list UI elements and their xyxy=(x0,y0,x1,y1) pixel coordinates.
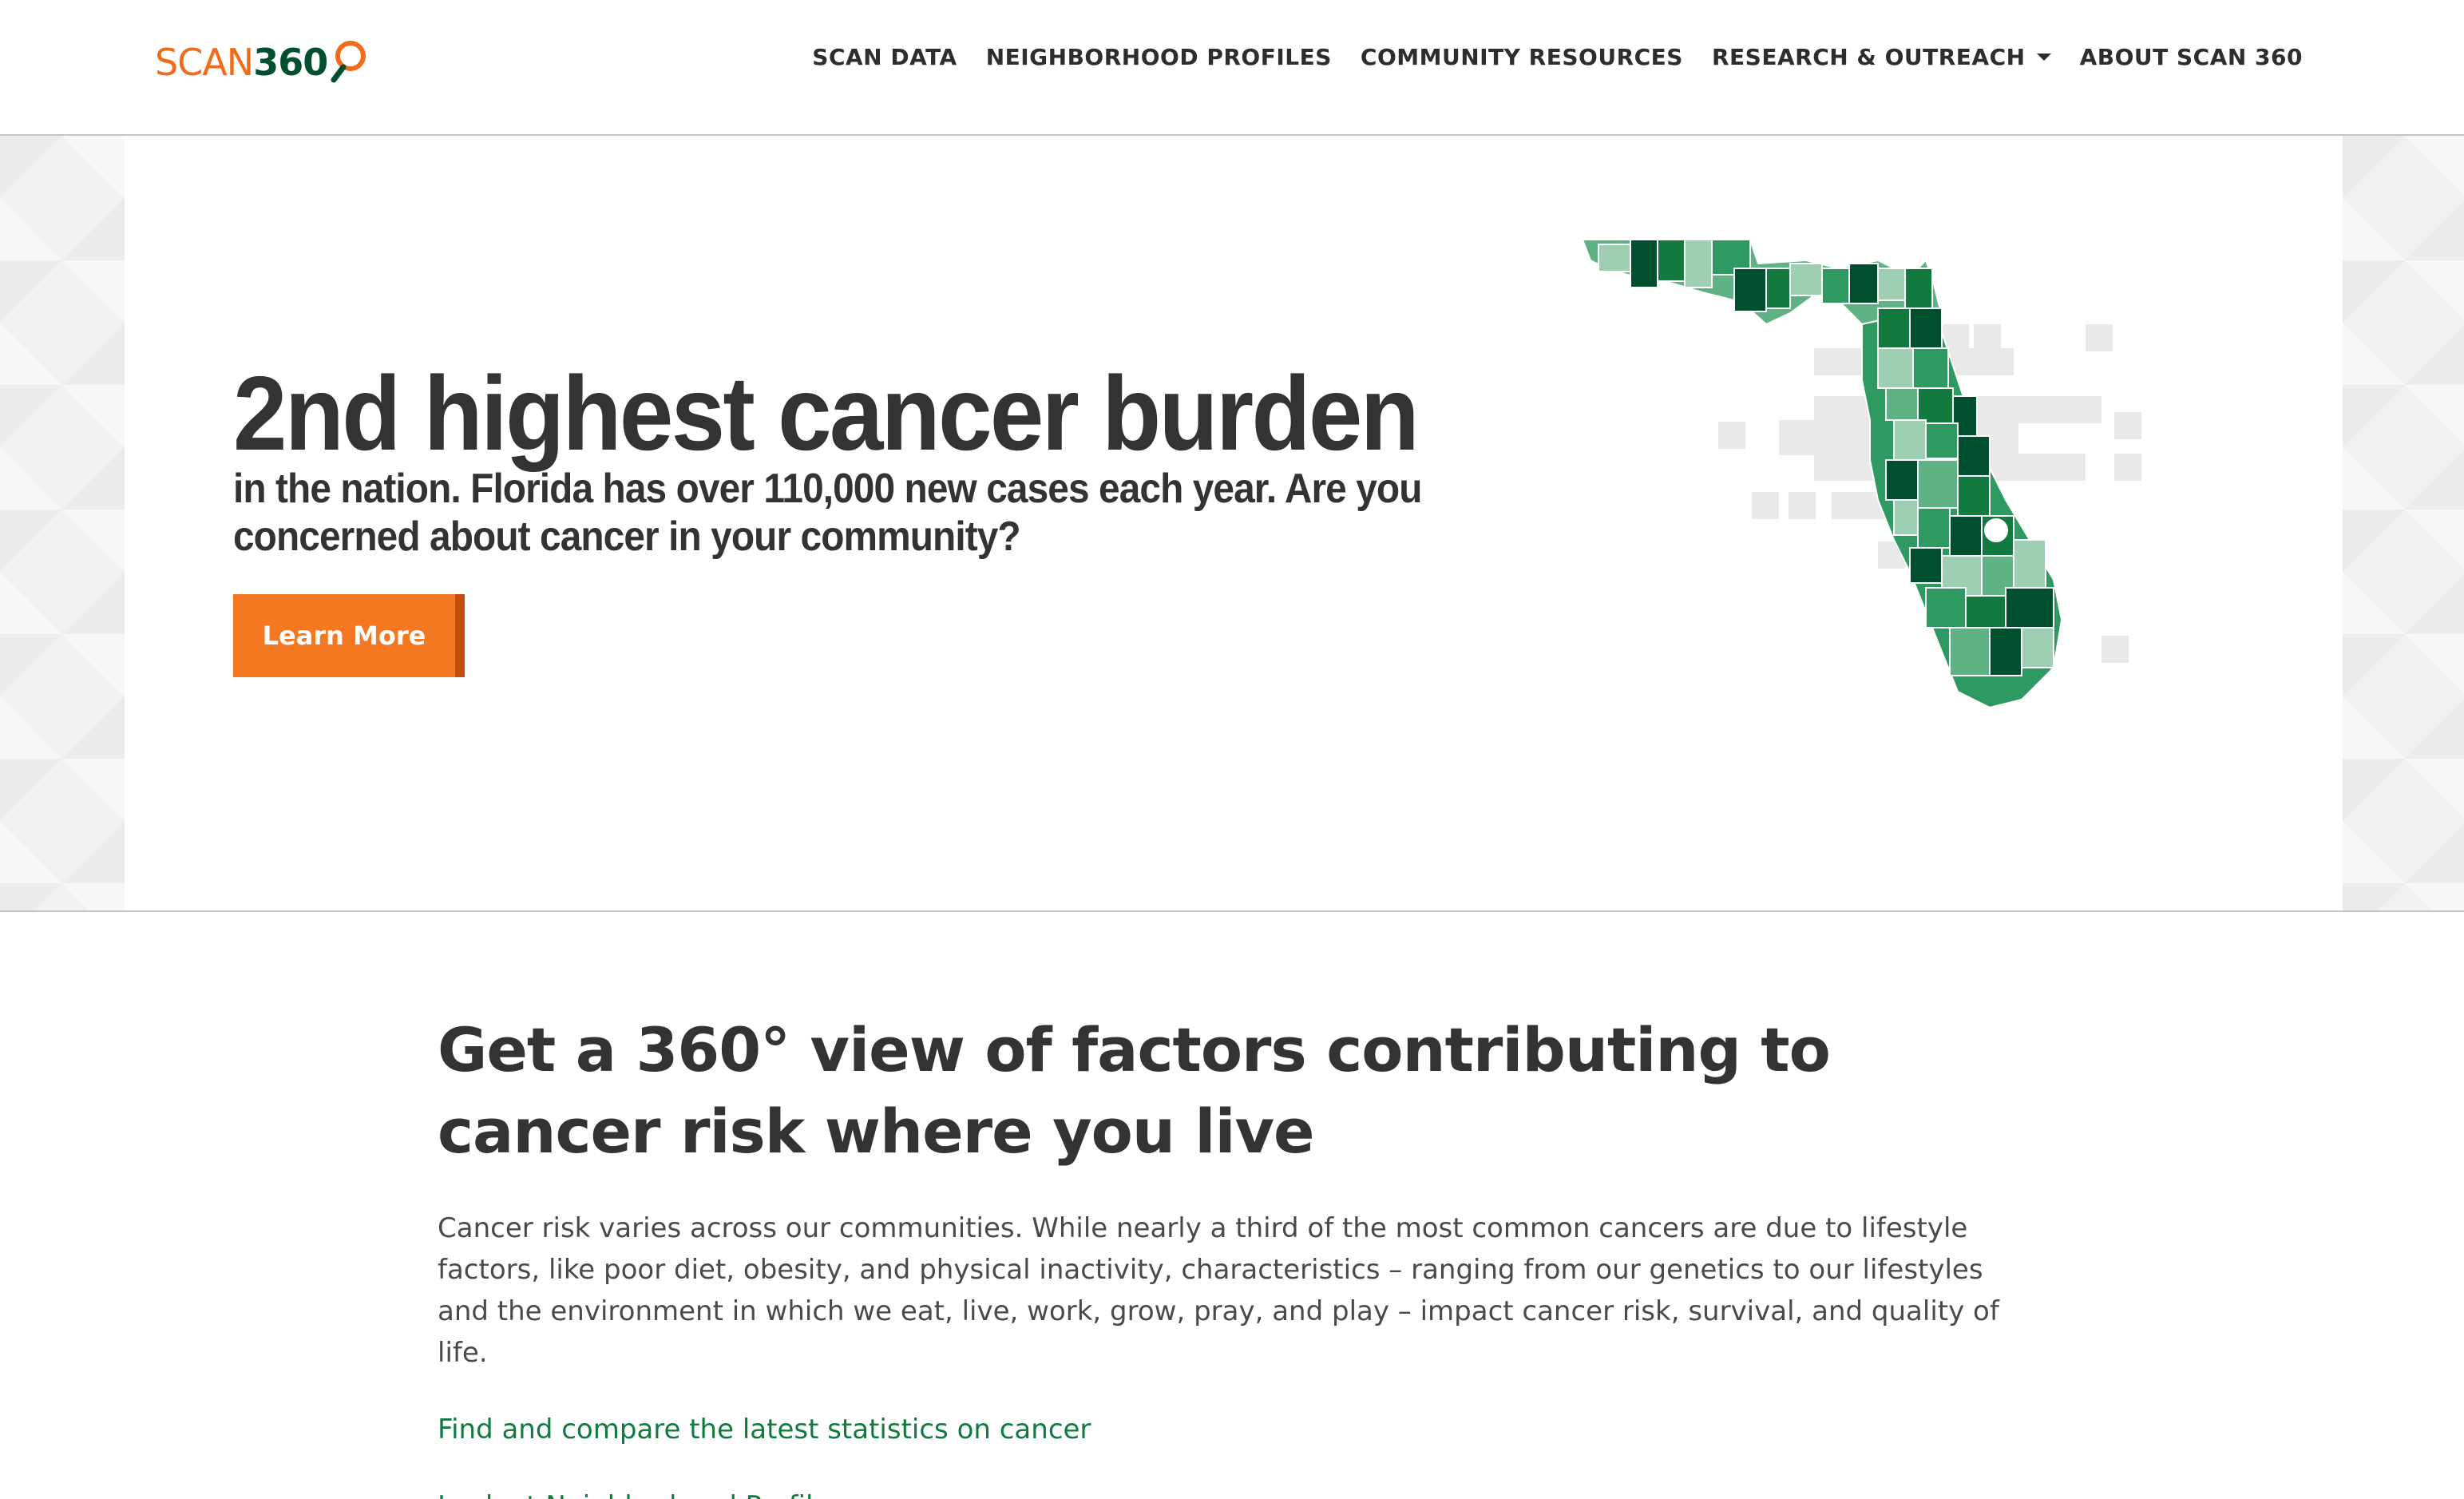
scan360-logo[interactable]: SCAN 360 xyxy=(155,37,369,88)
nav-about-scan360-label: ABOUT SCAN 360 xyxy=(2079,44,2303,70)
main-nav: SCAN DATA NEIGHBORHOOD PROFILES COMMUNIT… xyxy=(812,44,2303,70)
hero-banner: 2nd highest cancer burden in the nation.… xyxy=(0,136,2464,912)
florida-map-illustration xyxy=(1581,239,2141,709)
logo-number: 360 xyxy=(253,41,328,84)
neighborhood-profiles-link[interactable]: Look at Neighborhood Profiles xyxy=(438,1490,2034,1499)
magnifier-icon xyxy=(331,41,366,83)
nav-scan-data-label: SCAN DATA xyxy=(812,44,957,70)
chevron-down-icon xyxy=(2036,54,2051,61)
intro-section: Get a 360° view of factors contributing … xyxy=(438,1009,2034,1499)
nav-research-outreach[interactable]: RESEARCH & OUTREACH xyxy=(1712,44,2051,70)
compare-statistics-link[interactable]: Find and compare the latest statistics o… xyxy=(438,1414,1091,1445)
florida-shape xyxy=(1581,239,2063,709)
hero-pattern-left xyxy=(0,136,125,910)
nav-neighborhood-profiles-label: NEIGHBORHOOD PROFILES xyxy=(985,44,1332,70)
nav-about-scan360[interactable]: ABOUT SCAN 360 xyxy=(2080,44,2303,70)
hero-headline: 2nd highest cancer burden xyxy=(233,355,1420,472)
nav-neighborhood-profiles[interactable]: NEIGHBORHOOD PROFILES xyxy=(986,44,1332,70)
nav-research-outreach-label: RESEARCH & OUTREACH xyxy=(1711,44,2026,70)
nav-community-resources-label: COMMUNITY RESOURCES xyxy=(1360,44,1683,70)
learn-more-button[interactable]: Learn More xyxy=(233,594,465,677)
hero-subheadline: in the nation. Florida has over 110,000 … xyxy=(233,466,1422,560)
nav-community-resources[interactable]: COMMUNITY RESOURCES xyxy=(1361,44,1683,70)
logo-word: SCAN xyxy=(155,41,254,84)
nav-scan-data[interactable]: SCAN DATA xyxy=(812,44,957,70)
hero-pattern-right xyxy=(2343,136,2464,910)
intro-title: Get a 360° view of factors contributing … xyxy=(438,1014,1831,1167)
site-header: SCAN 360 SCAN DATA NEIGHBORHOOD PROFILES… xyxy=(0,0,2464,136)
intro-body: Cancer risk varies across our communitie… xyxy=(438,1212,1999,1369)
